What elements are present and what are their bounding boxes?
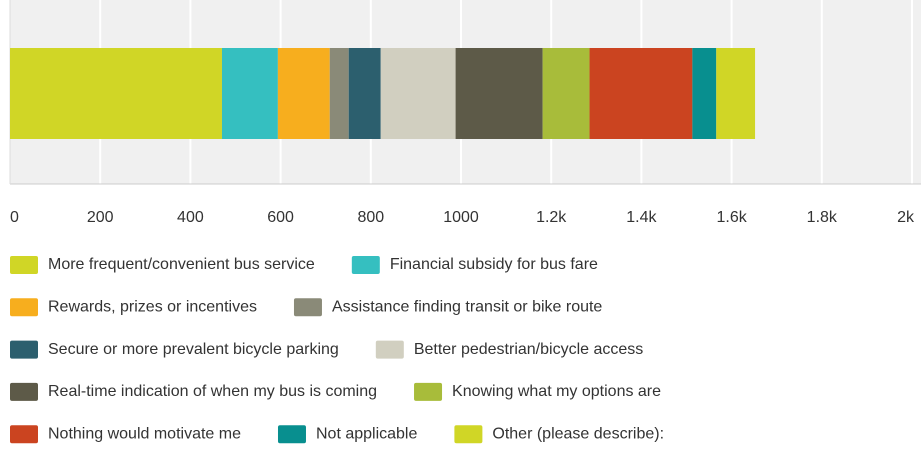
legend-swatch (293, 298, 322, 317)
x-tick-label: 0 (10, 209, 19, 226)
legend-swatch (351, 256, 380, 274)
legend-swatch (10, 340, 38, 359)
x-tick-label: 400 (177, 209, 204, 226)
legend-label: Better pedestrian/bicycle access (414, 341, 643, 358)
legend-label: Assistance finding transit or bike route (332, 299, 602, 316)
legend-swatch (277, 425, 306, 444)
bar-segment (329, 48, 349, 139)
x-tick-label: 1.8k (807, 209, 838, 226)
bar-segment (542, 48, 590, 139)
x-tick-label: 1000 (443, 209, 479, 226)
legend-label: Rewards, prizes or incentives (48, 299, 257, 316)
legend-label: Knowing what my options are (452, 383, 661, 400)
bar-segment (589, 48, 693, 139)
legend-label: Real-time indication of when my bus is c… (48, 383, 377, 400)
x-tick-label: 2k (897, 209, 915, 226)
x-tick-label: 1.6k (716, 209, 747, 226)
legend-swatch (375, 340, 404, 359)
legend-label: Secure or more prevalent bicycle parking (48, 341, 339, 358)
legend-label: Financial subsidy for bus fare (390, 256, 598, 273)
x-tick-label: 1.4k (626, 209, 657, 226)
x-tick-label: 800 (357, 209, 384, 226)
bar-segment (10, 48, 222, 139)
x-tick-label: 1.2k (536, 209, 567, 226)
bar-segment (716, 48, 756, 139)
legend-label: Nothing would motivate me (48, 425, 241, 442)
legend-swatch (454, 425, 483, 444)
bar-segment (692, 48, 717, 139)
legend-swatch (10, 425, 38, 444)
x-tick-label: 200 (87, 209, 114, 226)
bar-segment (380, 48, 456, 139)
legend-swatch (10, 256, 38, 274)
legend-swatch (414, 382, 443, 401)
legend-label: More frequent/convenient bus service (48, 256, 315, 273)
bar-segment (221, 48, 278, 139)
legend-swatch (10, 382, 38, 401)
bar-segment (348, 48, 381, 139)
x-tick-label: 600 (267, 209, 294, 226)
legend-label: Not applicable (316, 425, 418, 442)
legend-swatch (10, 298, 38, 317)
bar-segment (455, 48, 543, 139)
legend-label: Other (please describe): (492, 425, 664, 442)
bar-segment (277, 48, 330, 139)
